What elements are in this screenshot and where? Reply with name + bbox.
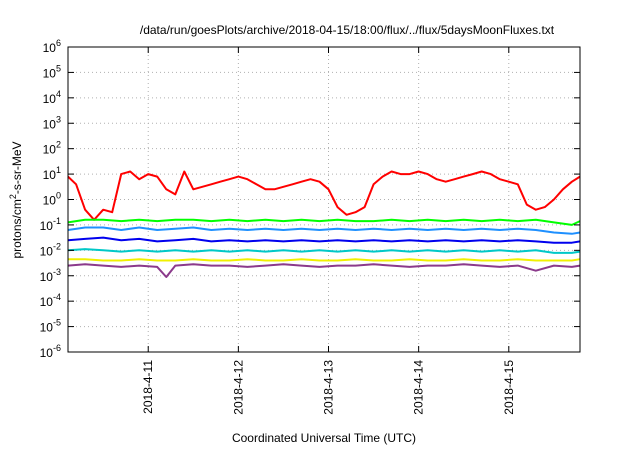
- y-axis: 10-6 10-5 10-4 10-3 10-2 10-1 100 101 102 103 104 1…: [40, 38, 580, 360]
- y-tick-label: 101: [43, 165, 61, 182]
- y-tick-label: 10-4: [40, 292, 61, 309]
- series-line: [67, 236, 581, 244]
- series-line: [67, 170, 581, 221]
- x-tick-label: 2018-4-12: [231, 360, 245, 415]
- x-tick-label: 2018-4-13: [322, 360, 336, 415]
- y-tick-label: 106: [43, 38, 61, 55]
- series-line: [67, 218, 581, 226]
- y-tick-label: 10-2: [40, 241, 61, 258]
- y-tick-label: 105: [43, 63, 61, 80]
- x-axis: 2018-4-11 2018-4-12 2018-4-13 2018-4-14 2018…: [141, 47, 516, 415]
- y-tick-label: 100: [43, 191, 61, 208]
- y-tick-label: 104: [43, 89, 61, 106]
- series-line: [67, 263, 581, 278]
- y-tick-label: 10-6: [40, 343, 61, 360]
- x-tick-label: 2018-4-14: [412, 360, 426, 415]
- y-tick-label: 102: [43, 140, 61, 157]
- y-tick-label: 103: [43, 114, 61, 131]
- grid: [68, 47, 580, 352]
- series-group: [67, 170, 581, 278]
- series-line: [67, 226, 581, 235]
- y-axis-label: protons/cm2-s-sr-MeV: [8, 141, 24, 258]
- y-tick-label: 10-3: [40, 267, 61, 284]
- series-line: [67, 248, 581, 254]
- x-tick-label: 2018-4-15: [502, 360, 516, 415]
- x-axis-label: Coordinated Universal Time (UTC): [232, 431, 416, 445]
- chart-title: /data/run/goesPlots/archive/2018-04-15/1…: [140, 23, 555, 37]
- x-tick-label: 2018-4-11: [141, 360, 155, 414]
- series-line: [68, 258, 581, 262]
- y-tick-label: 10-5: [40, 318, 61, 335]
- y-tick-label: 10-1: [40, 216, 61, 233]
